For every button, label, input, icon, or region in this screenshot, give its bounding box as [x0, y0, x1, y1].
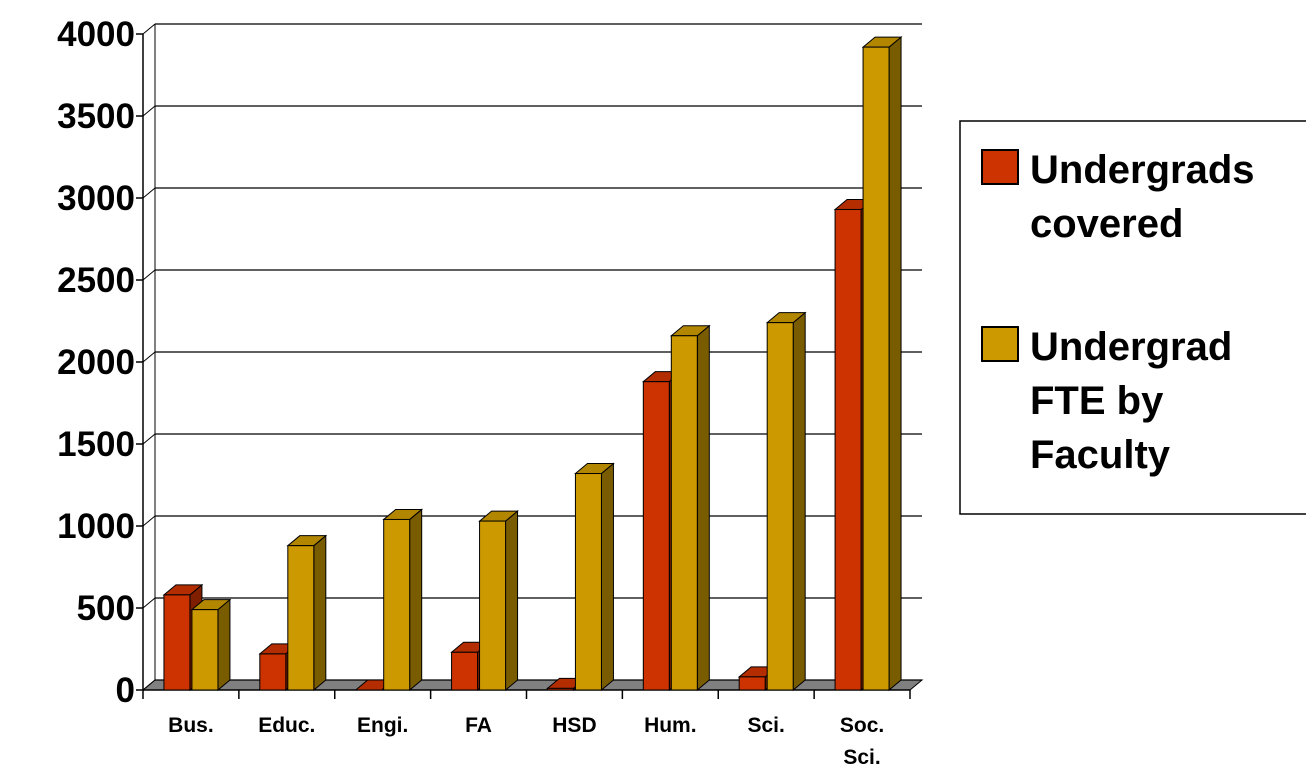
x-tick-label: FA: [465, 714, 492, 737]
bar: [286, 534, 328, 692]
x-tick-label: Soc.: [840, 714, 884, 737]
bar-front: [670, 335, 698, 691]
bar-front: [383, 518, 411, 691]
bar-side: [217, 598, 231, 692]
bar: [190, 598, 232, 692]
bar: [669, 324, 711, 692]
bar-side: [888, 36, 902, 692]
legend-label: covered: [1030, 202, 1183, 246]
gridline-side: [142, 351, 156, 363]
bar-front: [191, 609, 219, 691]
bar-front: [766, 322, 794, 691]
bar: [382, 508, 424, 692]
y-tick-label: 3000: [57, 179, 135, 218]
y-tick-label: 2000: [57, 343, 135, 382]
x-tick-label: HSD: [552, 714, 596, 737]
bar-front: [574, 473, 602, 691]
y-tick-label: 1500: [57, 425, 135, 464]
bar-side: [696, 324, 710, 692]
y-tick-label: 1000: [57, 507, 135, 546]
bar-front: [862, 46, 890, 691]
y-tick-label: 2500: [57, 261, 135, 300]
gridline-side: [142, 269, 156, 281]
gridline-side: [142, 515, 156, 527]
x-tick-label: Engi.: [357, 714, 408, 737]
bar: [574, 462, 615, 692]
chart-legend: Undergrads covered Undergrad FTE by Faculty: [959, 120, 1306, 515]
bar-side: [313, 534, 327, 692]
bar: [861, 36, 903, 692]
y-tick-label: 500: [77, 589, 135, 628]
bar-front: [287, 545, 315, 691]
legend-label: FTE by: [1030, 379, 1164, 423]
y-tick-label: 0: [116, 671, 135, 710]
y-axis-tick-labels: 0 500 1000 1500 2000 2500 3000 3500 4000: [57, 15, 135, 710]
y-tick-label: 3500: [57, 97, 135, 136]
bar-front: [451, 651, 479, 691]
bar-front: [479, 520, 507, 691]
x-tick-label: Sci.: [748, 714, 785, 737]
gridline-side: [142, 23, 156, 35]
bar-front: [163, 594, 191, 691]
legend-swatch: [981, 149, 1019, 185]
x-tick-label: Educ.: [258, 714, 315, 737]
y-tick-label: 4000: [57, 15, 135, 54]
x-tick-label: Bus.: [168, 714, 214, 737]
bar-side: [505, 510, 519, 692]
bar-front: [738, 676, 766, 691]
bar-side: [600, 462, 614, 692]
legend-label: Undergrad: [1030, 325, 1232, 369]
bar-front: [259, 653, 287, 691]
bar-front: [546, 687, 574, 691]
bar-marks: [162, 36, 903, 692]
legend-label: Undergrads: [1030, 148, 1255, 192]
gridline-side: [142, 597, 156, 609]
gridline-side: [142, 679, 156, 691]
legend-swatch: [981, 326, 1019, 362]
bar: [765, 311, 807, 692]
gridline-side: [142, 105, 156, 117]
bar-front: [642, 381, 670, 691]
gridline-side: [142, 187, 156, 199]
bar: [478, 510, 519, 692]
gridline-side: [142, 433, 156, 445]
x-tick-label: Sci.: [843, 746, 880, 769]
legend-label: Faculty: [1030, 433, 1171, 477]
bar-front: [834, 208, 862, 691]
legend-box: [959, 120, 1306, 515]
x-axis-tick-labels: Bus. Educ. Engi. FA HSD Hum. Sci. Soc. Sci.: [168, 714, 884, 769]
x-tick-label: Hum.: [644, 714, 697, 737]
bar-side: [409, 508, 423, 692]
bar-side: [792, 311, 806, 692]
